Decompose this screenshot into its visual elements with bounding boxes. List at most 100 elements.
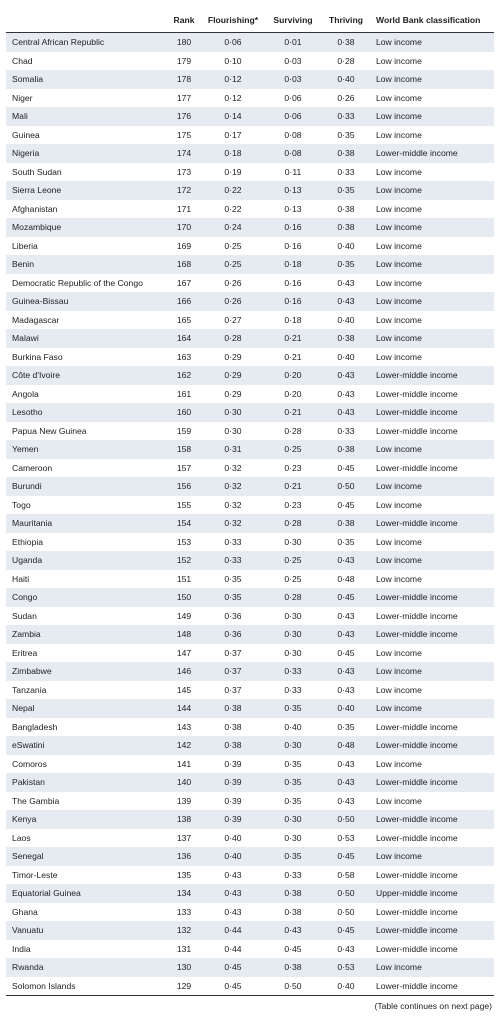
value-cell: 0·28 bbox=[224, 333, 242, 344]
value-cell: 149 bbox=[176, 610, 192, 621]
value-cell: Low income bbox=[376, 962, 422, 973]
value-cell: 0·10 bbox=[224, 55, 242, 66]
value-cell: Low income bbox=[376, 259, 422, 270]
table-row: Côte d'Ivoire 162 0·29 0·20 0·43 Lower-middle… bbox=[6, 366, 494, 385]
country-cell: eSwatini bbox=[12, 740, 45, 751]
table-row: Senegal 136 0·40 0·35 0·45 Low income bbox=[6, 847, 494, 866]
value-cell: Lower-middle income bbox=[376, 425, 458, 436]
value-cell: 0·36 bbox=[224, 629, 242, 640]
column-header: Rank bbox=[173, 15, 195, 25]
value-cell: 0·24 bbox=[224, 222, 242, 233]
table-row: Solomon Islands 129 0·45 0·50 0·40 Lower-midd… bbox=[6, 977, 494, 996]
value-cell: 0·06 bbox=[284, 92, 302, 103]
value-cell: 0·37 bbox=[224, 684, 242, 695]
table-row: Angola 161 0·29 0·20 0·43 Lower-middle income bbox=[6, 385, 494, 404]
value-cell: 0·38 bbox=[224, 740, 242, 751]
country-cell: Kenya bbox=[12, 814, 37, 825]
value-cell: 0·28 bbox=[284, 518, 302, 529]
value-cell: 0·50 bbox=[337, 814, 355, 825]
value-cell: 0·32 bbox=[224, 518, 242, 529]
value-cell: Low income bbox=[376, 647, 422, 658]
country-cell: Côte d'Ivoire bbox=[12, 370, 60, 381]
table-row: Mozambique 170 0·24 0·16 0·38 Low income bbox=[6, 218, 494, 237]
country-cell: Burkina Faso bbox=[12, 351, 63, 362]
table-row: Guinea-Bissau 166 0·26 0·16 0·43 Low income bbox=[6, 292, 494, 311]
value-cell: Low income bbox=[376, 37, 422, 48]
value-cell: 0·06 bbox=[284, 111, 302, 122]
value-cell: 0·28 bbox=[284, 592, 302, 603]
country-cell: Nepal bbox=[12, 703, 35, 714]
value-cell: 0·35 bbox=[337, 721, 355, 732]
column-header: Surviving bbox=[273, 15, 313, 25]
value-cell: 0·28 bbox=[337, 55, 355, 66]
table-row: Chad 179 0·10 0·03 0·28 Low income bbox=[6, 52, 494, 71]
value-cell: 155 bbox=[176, 499, 192, 510]
value-cell: 177 bbox=[176, 92, 192, 103]
value-cell: 0·33 bbox=[337, 166, 355, 177]
value-cell: 163 bbox=[176, 351, 192, 362]
value-cell: 170 bbox=[176, 222, 192, 233]
value-cell: 138 bbox=[176, 814, 192, 825]
value-cell: Lower-middle income bbox=[376, 370, 458, 381]
value-cell: 0·53 bbox=[337, 832, 355, 843]
value-cell: 0·21 bbox=[284, 333, 302, 344]
value-cell: 0·28 bbox=[284, 425, 302, 436]
value-cell: Low income bbox=[376, 111, 422, 122]
value-cell: 0·43 bbox=[337, 296, 355, 307]
country-cell: Eritrea bbox=[12, 647, 38, 658]
country-cell: Mozambique bbox=[12, 222, 62, 233]
value-cell: 131 bbox=[176, 943, 192, 954]
table-row: Eritrea 147 0·37 0·30 0·45 Low income bbox=[6, 644, 494, 663]
country-cell: Guinea bbox=[12, 129, 40, 140]
value-cell: Low income bbox=[376, 129, 422, 140]
value-cell: 139 bbox=[176, 795, 192, 806]
value-cell: 0·35 bbox=[284, 795, 302, 806]
table-row: Mauritania 154 0·32 0·28 0·38 Lower-middle in… bbox=[6, 514, 494, 533]
value-cell: Lower-middle income bbox=[376, 740, 458, 751]
value-cell: 142 bbox=[176, 740, 192, 751]
table-row: Bangladesh 143 0·38 0·40 0·35 Lower-middle in… bbox=[6, 718, 494, 737]
value-cell: Lower-middle income bbox=[376, 610, 458, 621]
country-cell: Sierra Leone bbox=[12, 185, 62, 196]
value-cell: 133 bbox=[176, 906, 192, 917]
value-cell: 0·45 bbox=[337, 462, 355, 473]
country-cell: Nigeria bbox=[12, 148, 40, 159]
value-cell: 0·43 bbox=[337, 277, 355, 288]
value-cell: 0·21 bbox=[284, 407, 302, 418]
value-cell: 0·40 bbox=[337, 240, 355, 251]
value-cell: 0·01 bbox=[284, 37, 302, 48]
value-cell: 0·40 bbox=[224, 832, 242, 843]
value-cell: 0·30 bbox=[284, 832, 302, 843]
value-cell: Lower-middle income bbox=[376, 980, 458, 991]
value-cell: Lower-middle income bbox=[376, 407, 458, 418]
value-cell: 0·17 bbox=[224, 129, 242, 140]
value-cell: 171 bbox=[176, 203, 192, 214]
value-cell: 0·45 bbox=[337, 499, 355, 510]
value-cell: 0·21 bbox=[284, 351, 302, 362]
country-cell: Liberia bbox=[12, 240, 38, 251]
value-cell: 0·50 bbox=[337, 906, 355, 917]
value-cell: 0·12 bbox=[224, 74, 242, 85]
table-row: Guinea 175 0·17 0·08 0·35 Low income bbox=[6, 126, 494, 145]
value-cell: 0·53 bbox=[337, 962, 355, 973]
value-cell: 0·32 bbox=[224, 499, 242, 510]
table-body: Central African Republic 180 0·06 0·01 0·38 L… bbox=[6, 32, 494, 996]
country-cell: Yemen bbox=[12, 444, 39, 455]
value-cell: 0·25 bbox=[284, 573, 302, 584]
value-cell: Lower-middle income bbox=[376, 148, 458, 159]
value-cell: 180 bbox=[176, 37, 192, 48]
value-cell: 0·23 bbox=[284, 462, 302, 473]
country-cell: Mauritania bbox=[12, 518, 53, 529]
value-cell: 0·30 bbox=[224, 407, 242, 418]
value-cell: 0·29 bbox=[224, 388, 242, 399]
value-cell: 0·26 bbox=[224, 277, 242, 288]
table-row: Mali 176 0·14 0·06 0·33 Low income bbox=[6, 107, 494, 126]
value-cell: 0·35 bbox=[284, 851, 302, 862]
value-cell: 158 bbox=[176, 444, 192, 455]
value-cell: 178 bbox=[176, 74, 192, 85]
table-row: The Gambia 139 0·39 0·35 0·43 Low income bbox=[6, 792, 494, 811]
table-row: Laos 137 0·40 0·30 0·53 Lower-middle income bbox=[6, 829, 494, 848]
value-cell: Low income bbox=[376, 74, 422, 85]
value-cell: 0·35 bbox=[284, 703, 302, 714]
